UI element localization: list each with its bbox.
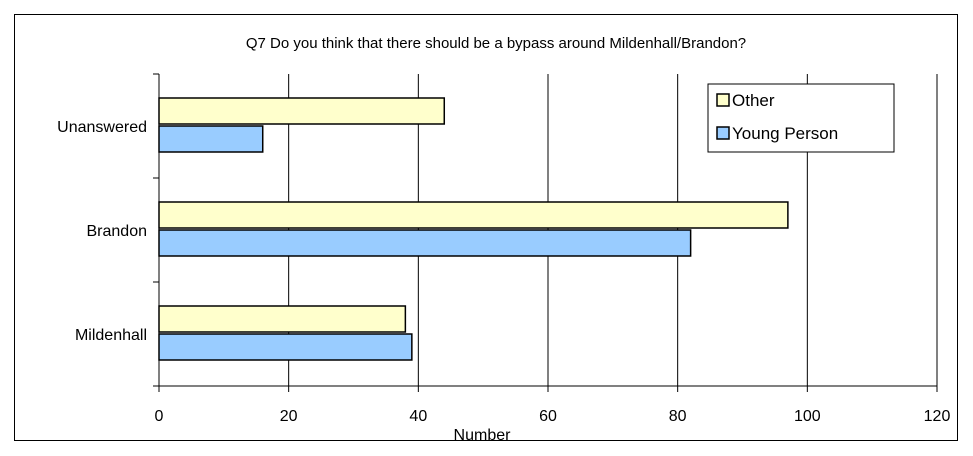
- chart-title: Q7 Do you think that there should be a b…: [246, 35, 746, 52]
- bar-young-person-brandon: [158, 229, 692, 257]
- x-tick-label: 120: [924, 408, 951, 425]
- legend-label: Young Person: [732, 124, 838, 143]
- legend-swatch: [716, 126, 730, 140]
- bar-other-brandon: [158, 201, 789, 229]
- x-axis-label: Number: [454, 427, 512, 444]
- plot-area: Unanswered Brandon Mildenhall 0 20 40 60 80 100 1…: [57, 73, 951, 425]
- x-tick-label: 20: [280, 408, 298, 425]
- y-tick-label: Mildenhall: [75, 327, 147, 344]
- bar-young-person-mildenhall: [158, 333, 413, 361]
- x-tick-label: 0: [155, 408, 164, 425]
- y-tick-label: Unanswered: [57, 119, 147, 136]
- legend-swatch: [716, 93, 730, 107]
- bar-other-unanswered: [158, 97, 446, 125]
- legend: Other Young Person: [707, 83, 895, 153]
- bar-young-person-unanswered: [158, 125, 264, 153]
- x-tick-label: 40: [409, 408, 427, 425]
- y-tick-label: Brandon: [87, 223, 148, 240]
- x-tick-label: 100: [794, 408, 821, 425]
- bar-other-mildenhall: [158, 305, 407, 333]
- legend-box: [707, 83, 895, 153]
- x-tick-label: 80: [669, 408, 687, 425]
- x-tick-label: 60: [539, 408, 557, 425]
- legend-label: Other: [732, 91, 775, 110]
